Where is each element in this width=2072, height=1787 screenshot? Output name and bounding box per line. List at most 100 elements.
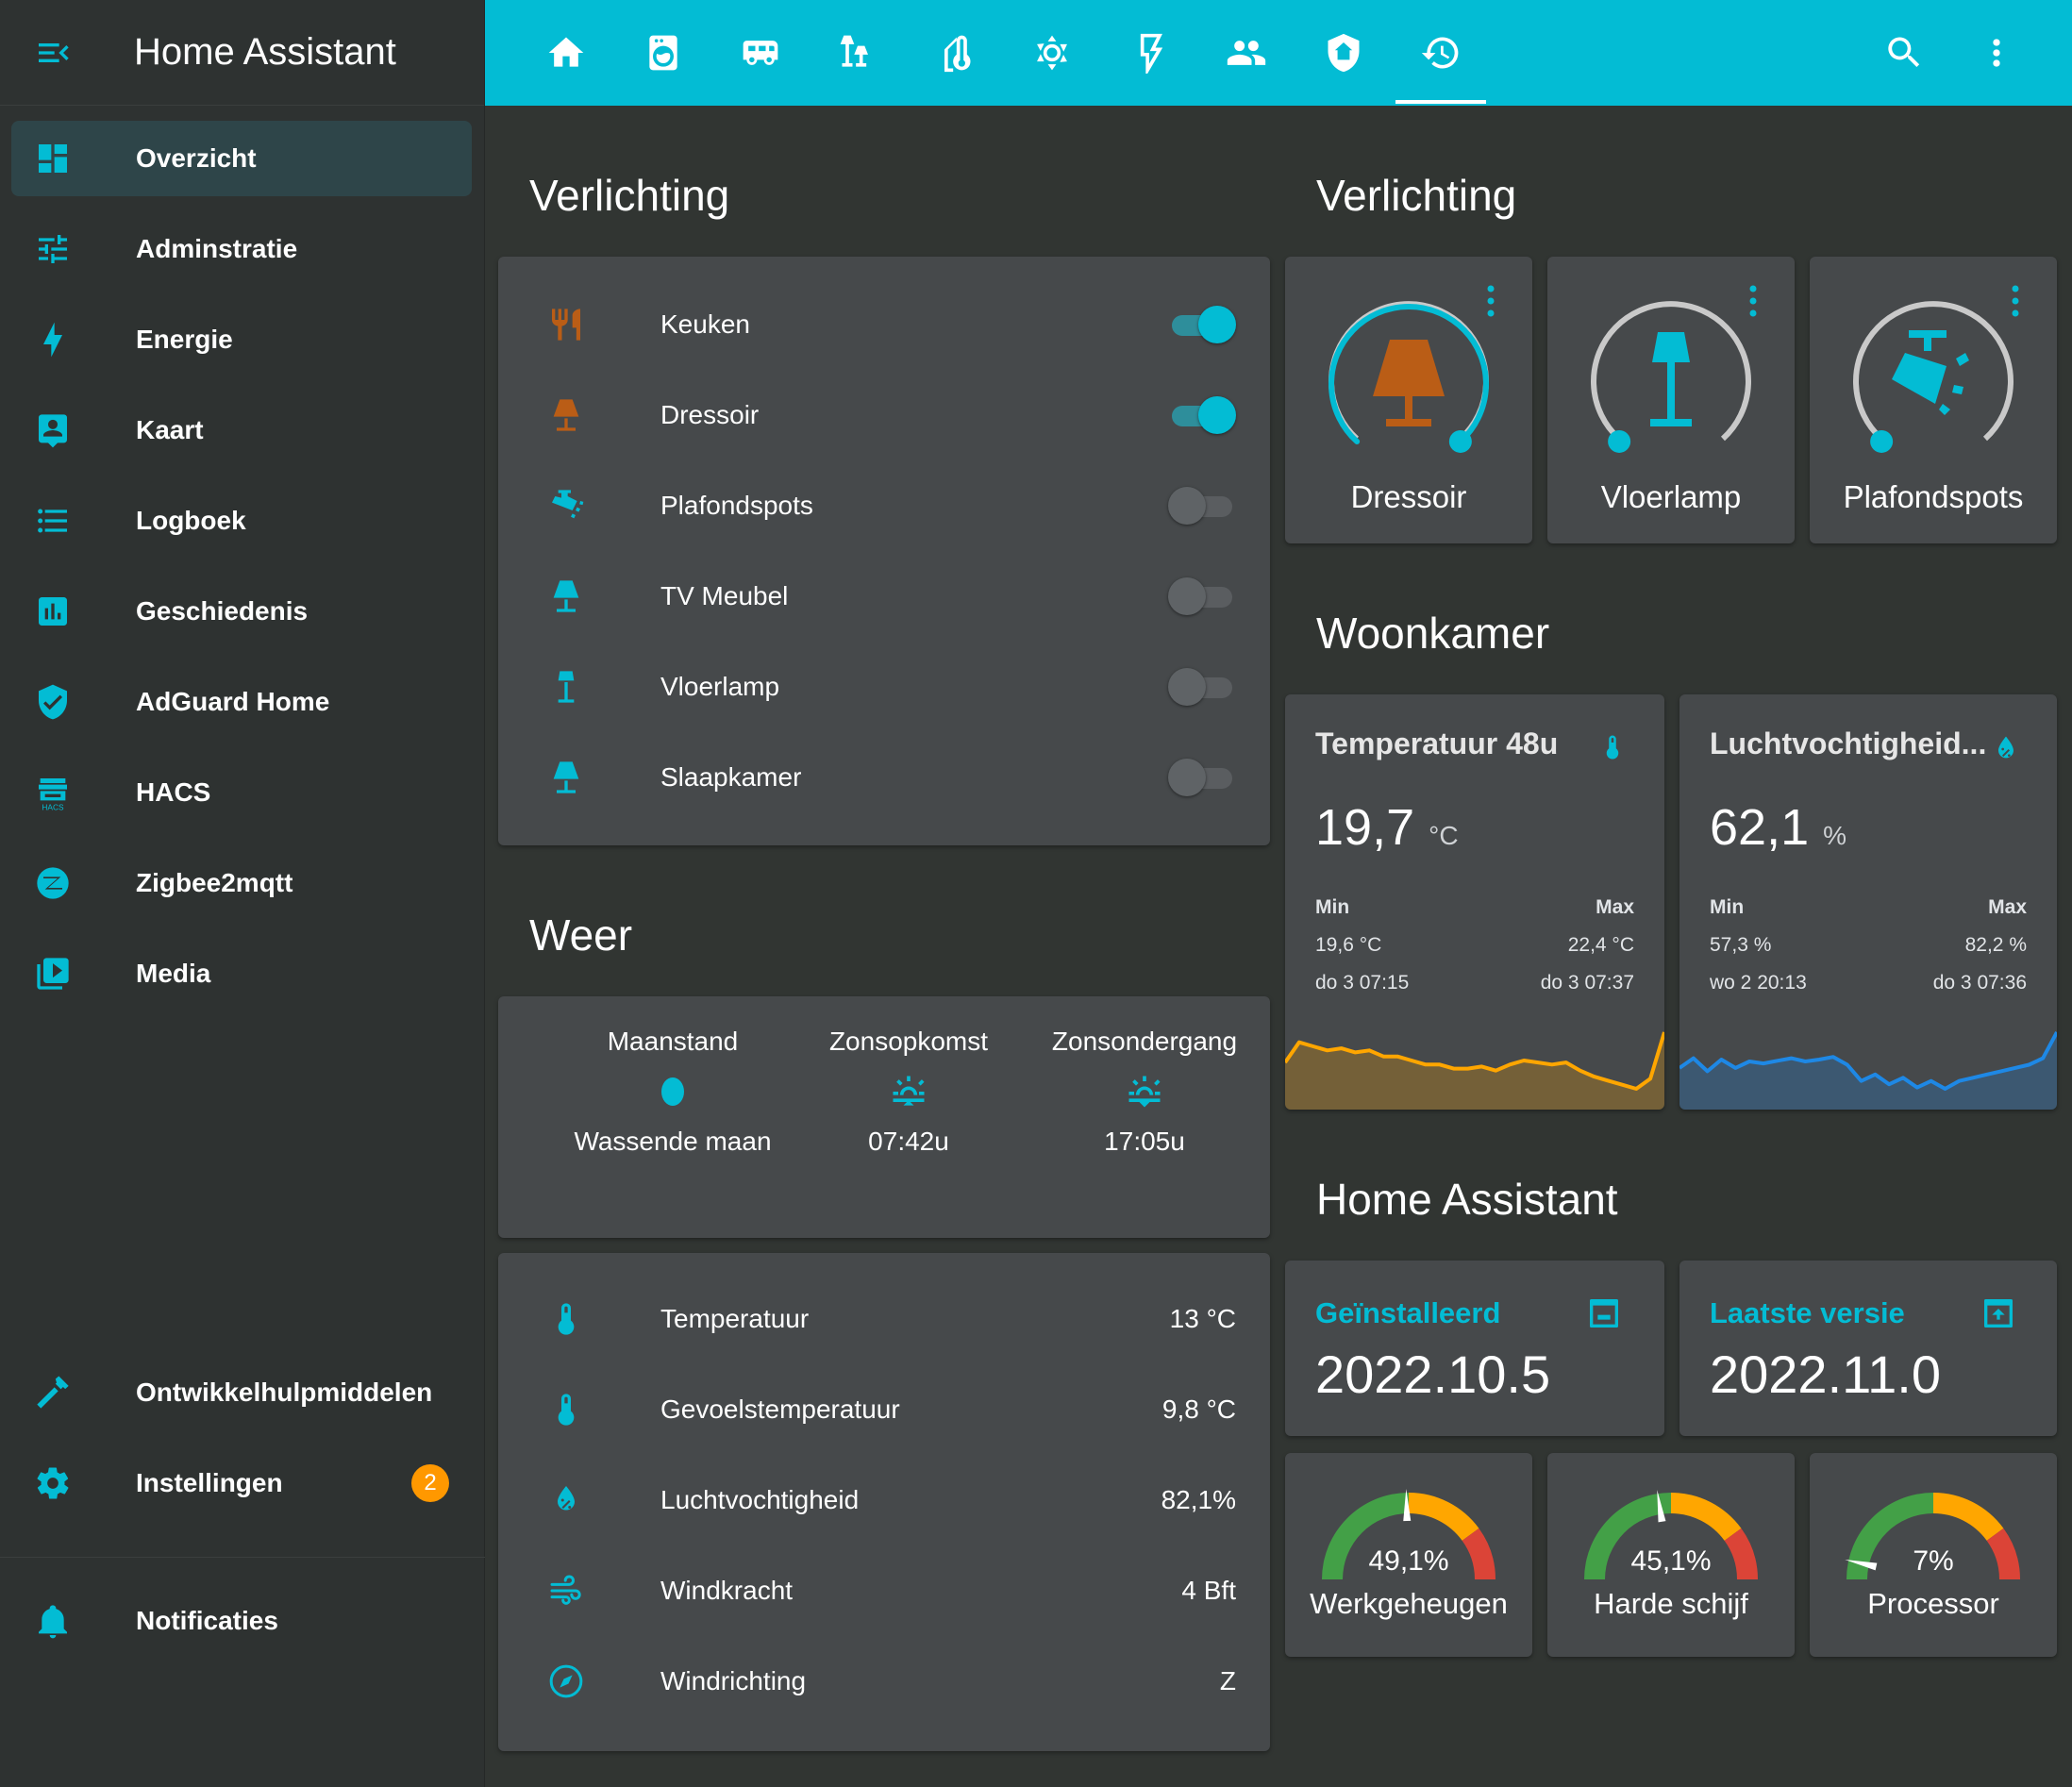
- lamp-icon: [1373, 340, 1445, 426]
- history-graph: [1679, 1031, 2057, 1110]
- entity-label: TV Meubel: [660, 581, 789, 610]
- sidebar-item-label: Ontwikkelhulpmiddelen: [136, 1378, 433, 1407]
- toggle-switch[interactable]: [1168, 306, 1236, 343]
- sidebar-item-geschiedenis[interactable]: Geschiedenis: [11, 574, 472, 649]
- home-icon[interactable]: [543, 30, 589, 75]
- glance-maanstand[interactable]: Maanstand Wassende maan: [555, 1027, 791, 1157]
- light-tile-vloerlamp[interactable]: Vloerlamp: [1547, 257, 1795, 543]
- history-graph: [1285, 1031, 1664, 1110]
- light-tile-dressoir[interactable]: Dressoir: [1285, 257, 1532, 543]
- entity-row-luchtvochtigheid[interactable]: Luchtvochtigheid 82,1%: [543, 1472, 1236, 1528]
- sidebar-item-label: Instellingen: [136, 1468, 283, 1497]
- map-account-icon: [11, 411, 94, 449]
- gauge-card-memory[interactable]: 49,1% Werkgeheugen: [1285, 1453, 1532, 1657]
- entity-label: Gevoelstemperatuur: [660, 1395, 900, 1424]
- light-tile-plafondspots[interactable]: Plafondspots: [1810, 257, 2057, 543]
- account-group-icon[interactable]: [1224, 30, 1269, 75]
- gauge-value: 49,1%: [1368, 1545, 1449, 1577]
- sidebar-item-label: Kaart: [136, 415, 204, 444]
- sidebar-item-logboek[interactable]: Logboek: [11, 483, 472, 559]
- lamp-icon: [543, 759, 589, 796]
- entity-row-gevoelstemperatuur[interactable]: Gevoelstemperatuur 9,8 °C: [543, 1381, 1236, 1438]
- gauge-card-processor[interactable]: 7% Processor: [1810, 1453, 2057, 1657]
- sidebar-item-overzicht[interactable]: Overzicht: [11, 121, 472, 196]
- lightning-bolt-icon: [11, 321, 94, 359]
- max-time: do 3 07:36: [1932, 972, 2027, 994]
- entity-row-temperatuur[interactable]: Temperatuur 13 °C: [543, 1291, 1236, 1347]
- entity-row-windkracht[interactable]: Windkracht 4 Bft: [543, 1562, 1236, 1619]
- dots-vertical-icon[interactable]: [2012, 285, 2019, 317]
- package-icon: [1590, 1299, 1618, 1328]
- top-app-bar: [485, 0, 2072, 106]
- version-card-latest[interactable]: Laatste versie 2022.11.0: [1679, 1261, 2057, 1436]
- dots-vertical-icon[interactable]: [1749, 285, 1757, 317]
- home-thermometer-icon[interactable]: [932, 30, 978, 75]
- toggle-switch[interactable]: [1168, 759, 1236, 796]
- sidebar-item-adguard[interactable]: AdGuard Home: [11, 664, 472, 740]
- sidebar-item-label: HACS: [136, 777, 211, 807]
- sidebar-item-developer-tools[interactable]: Ontwikkelhulpmiddelen: [11, 1355, 472, 1430]
- entity-row-vloerlamp[interactable]: Vloerlamp: [543, 659, 1236, 715]
- version-card-installed[interactable]: Geïnstalleerd 2022.10.5: [1285, 1261, 1664, 1436]
- dots-vertical-icon[interactable]: [1487, 285, 1495, 317]
- chart-box-icon: [11, 593, 94, 630]
- shield-home-icon[interactable]: [1321, 30, 1366, 75]
- sidebar-item-notifications[interactable]: Notificaties: [11, 1583, 472, 1659]
- entity-value: 13 °C: [1169, 1304, 1236, 1333]
- entity-row-windrichting[interactable]: Windrichting Z: [543, 1653, 1236, 1710]
- toggle-switch[interactable]: [1168, 577, 1236, 615]
- washing-machine-icon[interactable]: [641, 30, 686, 75]
- gauge-dial: [1322, 1489, 1496, 1579]
- play-box-multiple-icon: [11, 955, 94, 993]
- toggle-switch[interactable]: [1168, 396, 1236, 434]
- brightness-dial[interactable]: [1586, 292, 1756, 453]
- entity-row-dressoir[interactable]: Dressoir: [543, 387, 1236, 443]
- gauge-needle: [1845, 1560, 1878, 1571]
- section-title-home-assistant: Home Assistant: [1316, 1175, 1618, 1224]
- gauge-value: 7%: [1913, 1545, 1954, 1577]
- sidebar-item-energie[interactable]: Energie: [11, 302, 472, 377]
- sidebar-item-kaart[interactable]: Kaart: [11, 392, 472, 468]
- gauge-card-disk[interactable]: 45,1% Harde schijf: [1547, 1453, 1795, 1657]
- glance-zonsondergang[interactable]: Zonsondergang 17:05u: [1027, 1027, 1262, 1157]
- glance-value: Wassende maan: [574, 1127, 772, 1156]
- history-icon[interactable]: [1418, 30, 1463, 75]
- toggle-switch[interactable]: [1168, 668, 1236, 706]
- sensor-value: 62,1 %: [1710, 799, 1847, 856]
- sidebar-item-settings[interactable]: Instellingen 2: [11, 1445, 472, 1521]
- sun-icon[interactable]: [1029, 30, 1075, 75]
- menu-collapse-icon[interactable]: [0, 34, 106, 72]
- water-percent-icon: [543, 1483, 589, 1517]
- sensor-card-humidity[interactable]: Luchtvochtigheid... 62,1 % Min Max 57,3 …: [1679, 694, 2057, 1110]
- sidebar-item-zigbee2mqtt[interactable]: Zigbee2mqtt: [11, 845, 472, 921]
- lamps-icon[interactable]: [835, 30, 880, 75]
- entity-row-slaapkamer[interactable]: Slaapkamer: [543, 749, 1236, 806]
- entity-label: Keuken: [660, 309, 750, 339]
- flash-icon[interactable]: [1127, 30, 1172, 75]
- entity-row-plafondspots[interactable]: Plafondspots: [543, 477, 1236, 534]
- spotlight-icon: [1892, 330, 1969, 415]
- entity-row-keuken[interactable]: Keuken: [543, 296, 1236, 353]
- lamp-icon: [543, 396, 589, 434]
- version-label: Geïnstalleerd: [1315, 1296, 1501, 1329]
- floor-lamp-icon: [1650, 332, 1692, 426]
- min-label: Min: [1315, 896, 1350, 918]
- search-icon[interactable]: [1881, 30, 1927, 75]
- sidebar-item-adminstratie[interactable]: Adminstratie: [11, 211, 472, 287]
- entity-row-tv-meubel[interactable]: TV Meubel: [543, 568, 1236, 625]
- dots-vertical-icon[interactable]: [1974, 30, 2019, 75]
- floor-lamp-icon: [543, 668, 589, 706]
- entity-label: Luchtvochtigheid: [660, 1485, 860, 1514]
- sensor-card-temperature[interactable]: Temperatuur 48u 19,7 °C Min Max 19,6 °C …: [1285, 694, 1664, 1110]
- notification-badge: 2: [411, 1464, 449, 1502]
- thermometer-icon: [543, 1300, 589, 1338]
- weather-windy-icon: [543, 1572, 589, 1610]
- brightness-dial[interactable]: [1324, 292, 1494, 453]
- zigbee-icon: [11, 864, 94, 902]
- sidebar-item-media[interactable]: Media: [11, 936, 472, 1011]
- glance-zonsopkomst[interactable]: Zonsopkomst 07:42u: [791, 1027, 1027, 1157]
- rv-truck-icon[interactable]: [738, 30, 783, 75]
- toggle-switch[interactable]: [1168, 487, 1236, 525]
- sidebar-item-hacs[interactable]: HACS HACS: [11, 755, 472, 830]
- brightness-dial[interactable]: [1848, 292, 2018, 453]
